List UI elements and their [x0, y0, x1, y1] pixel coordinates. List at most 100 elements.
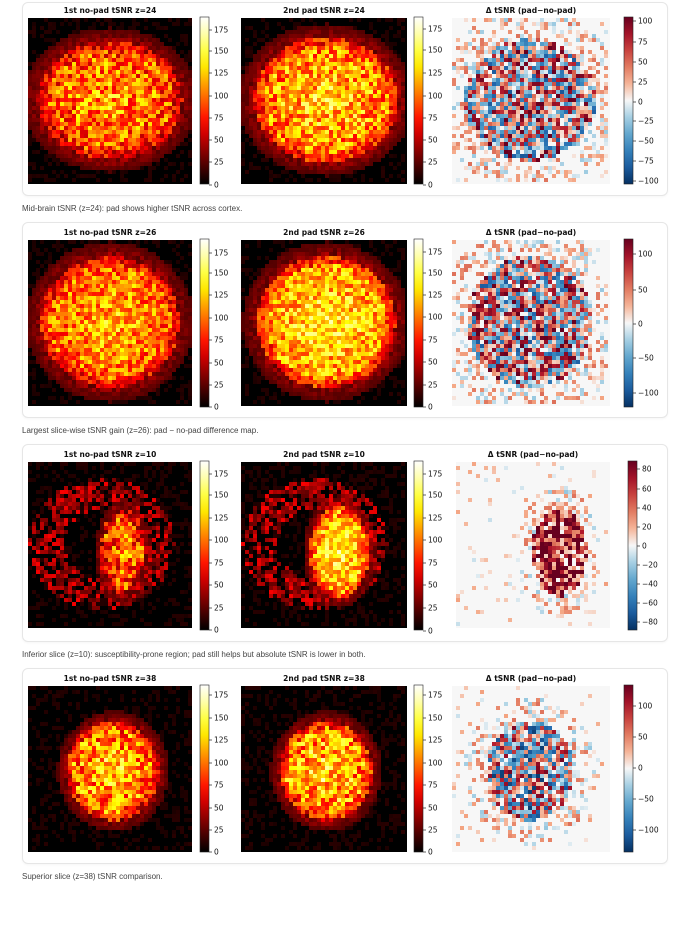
colorbar-tick-label: 0: [428, 848, 433, 857]
colorbar-tick-label: 75: [214, 336, 224, 345]
colorbar-tick-label: 75: [638, 38, 648, 47]
colorbar-tick-label: 125: [214, 736, 229, 745]
colorbar-tick-label: 150: [214, 269, 229, 278]
colorbar-tick-label: 75: [214, 559, 224, 568]
heatmap-3-1: [241, 686, 407, 852]
colorbar-2-0: [199, 460, 210, 631]
colorbar-tick-label: 150: [214, 491, 229, 500]
colorbar-tick-label: −50: [638, 354, 654, 363]
panel-title: 2nd pad tSNR z=38: [283, 674, 365, 683]
colorbar-tick-label: 0: [214, 848, 219, 857]
colorbar-tick-label: 50: [214, 804, 224, 813]
colorbar-tick-label: −25: [638, 117, 654, 126]
heatmap-0-0: [28, 18, 192, 184]
colorbar-tick-label: 125: [214, 69, 229, 78]
colorbar-tick-label: 100: [638, 702, 653, 711]
colorbar-tick-label: 25: [428, 604, 438, 613]
colorbar-1-1: [413, 238, 424, 408]
colorbar-2-2: [627, 460, 638, 631]
diff-map-0-2: [452, 18, 610, 184]
colorbar-tick-label: 50: [638, 58, 648, 67]
colorbar-tick-label: −40: [642, 580, 658, 589]
colorbar-2-1: [413, 460, 424, 631]
colorbar-tick-label: 75: [428, 781, 438, 790]
colorbar-tick-label: 100: [214, 759, 229, 768]
colorbar-tick-label: 175: [428, 248, 443, 257]
figure-caption: Superior slice (z=38) tSNR comparison.: [22, 872, 163, 881]
colorbar-0-2: [623, 16, 634, 185]
colorbar-tick-label: 75: [428, 559, 438, 568]
diff-map-1-2: [452, 240, 610, 406]
heatmap-2-1: [241, 462, 407, 628]
colorbar-tick-label: 25: [214, 604, 224, 613]
colorbar-tick-label: −100: [638, 177, 659, 186]
figure-caption: Inferior slice (z=10): susceptibility-pr…: [22, 650, 366, 659]
diff-map-3-2: [452, 686, 610, 852]
colorbar-tick-label: 125: [428, 736, 443, 745]
heatmap-3-0: [28, 686, 192, 852]
colorbar-tick-label: 100: [428, 536, 443, 545]
colorbar-tick-label: 100: [428, 92, 443, 101]
colorbar-tick-label: 175: [214, 26, 229, 35]
panel-title: 2nd pad tSNR z=24: [283, 6, 365, 15]
colorbar-tick-label: 125: [428, 291, 443, 300]
colorbar-tick-label: 125: [214, 514, 229, 523]
heatmap-1-1: [241, 240, 407, 406]
colorbar-tick-label: 175: [214, 249, 229, 258]
colorbar-tick-label: 60: [642, 485, 652, 494]
colorbar-tick-label: 0: [642, 542, 647, 551]
panel-title: Δ tSNR (pad−no-pad): [486, 6, 576, 15]
colorbar-tick-label: 100: [214, 536, 229, 545]
colorbar-tick-label: −50: [638, 795, 654, 804]
panel-title: Δ tSNR (pad−no-pad): [486, 228, 576, 237]
colorbar-tick-label: 100: [638, 17, 653, 26]
panel-title: 1st no-pad tSNR z=38: [64, 674, 157, 683]
colorbar-tick-label: 80: [642, 465, 652, 474]
colorbar-tick-label: 150: [428, 714, 443, 723]
colorbar-tick-label: 50: [214, 581, 224, 590]
heatmap-1-0: [28, 240, 192, 406]
colorbar-tick-label: 50: [638, 286, 648, 295]
colorbar-tick-label: 20: [642, 523, 652, 532]
colorbar-tick-label: 150: [428, 46, 443, 55]
colorbar-0-0: [199, 16, 210, 185]
figure-caption: Largest slice-wise tSNR gain (z=26): pad…: [22, 426, 259, 435]
colorbar-1-2: [623, 238, 634, 408]
panel-title: 1st no-pad tSNR z=24: [64, 6, 157, 15]
colorbar-tick-label: 175: [428, 470, 443, 479]
colorbar-tick-label: 0: [214, 626, 219, 635]
colorbar-tick-label: 0: [428, 403, 433, 412]
colorbar-tick-label: 125: [214, 291, 229, 300]
colorbar-tick-label: 25: [638, 78, 648, 87]
heatmap-0-1: [241, 18, 407, 184]
colorbar-tick-label: 125: [428, 514, 443, 523]
colorbar-tick-label: 175: [428, 25, 443, 34]
colorbar-tick-label: 25: [428, 158, 438, 167]
colorbar-tick-label: 25: [214, 158, 224, 167]
figure-caption: Mid-brain tSNR (z=24): pad shows higher …: [22, 204, 243, 213]
colorbar-tick-label: 25: [428, 381, 438, 390]
colorbar-tick-label: 175: [428, 691, 443, 700]
colorbar-tick-label: 50: [214, 136, 224, 145]
colorbar-tick-label: 150: [428, 491, 443, 500]
colorbar-tick-label: 100: [214, 92, 229, 101]
heatmap-2-0: [28, 462, 192, 628]
colorbar-tick-label: 175: [214, 470, 229, 479]
panel-title: 1st no-pad tSNR z=10: [64, 450, 157, 459]
colorbar-1-0: [199, 238, 210, 408]
diff-map-2-2: [456, 462, 610, 628]
colorbar-tick-label: 50: [428, 136, 438, 145]
colorbar-tick-label: 0: [214, 181, 219, 190]
colorbar-tick-label: −20: [642, 561, 658, 570]
colorbar-tick-label: −60: [642, 599, 658, 608]
colorbar-tick-label: −80: [642, 618, 658, 627]
colorbar-tick-label: 150: [214, 714, 229, 723]
colorbar-tick-label: 50: [214, 359, 224, 368]
colorbar-tick-label: 0: [214, 403, 219, 412]
panel-title: Δ tSNR (pad−no-pad): [486, 674, 576, 683]
panel-title: 1st no-pad tSNR z=26: [64, 228, 157, 237]
colorbar-tick-label: 100: [428, 759, 443, 768]
colorbar-tick-label: 150: [214, 47, 229, 56]
colorbar-tick-label: 50: [428, 804, 438, 813]
